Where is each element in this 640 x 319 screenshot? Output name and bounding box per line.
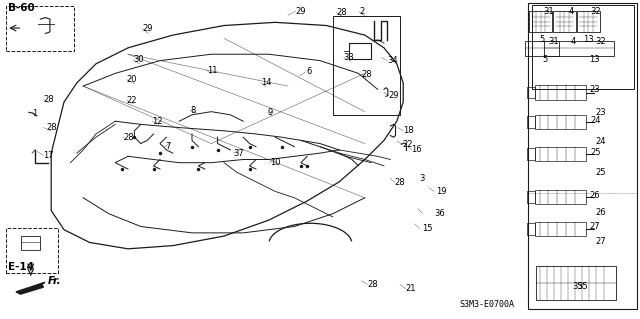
Text: 13: 13: [584, 35, 594, 44]
Bar: [528, 3, 637, 309]
Text: Fr.: Fr.: [48, 276, 61, 286]
Text: 24: 24: [595, 137, 605, 146]
Text: 28: 28: [367, 280, 378, 289]
Text: 13: 13: [589, 56, 600, 64]
Text: 28: 28: [124, 133, 134, 142]
Text: 4: 4: [568, 7, 573, 16]
Text: 28: 28: [337, 8, 348, 17]
Text: 28: 28: [44, 95, 54, 104]
Polygon shape: [16, 282, 45, 294]
Text: 31: 31: [548, 37, 559, 46]
Bar: [535, 222, 586, 236]
Bar: [535, 115, 586, 129]
Bar: [6, 6, 74, 51]
Text: 32: 32: [595, 37, 606, 46]
Bar: [553, 11, 576, 32]
Text: 15: 15: [422, 224, 433, 233]
Bar: [535, 147, 586, 161]
Text: 27: 27: [595, 237, 606, 246]
Text: S3M3-E0700A: S3M3-E0700A: [459, 300, 514, 309]
Text: 22: 22: [402, 140, 412, 149]
Text: 35: 35: [572, 282, 582, 291]
Text: 31: 31: [543, 7, 554, 16]
Bar: [535, 190, 586, 204]
Text: 8: 8: [190, 106, 195, 115]
Bar: [6, 228, 58, 273]
Text: 34: 34: [387, 56, 398, 65]
Text: 28: 28: [47, 123, 58, 132]
Text: 26: 26: [595, 208, 606, 217]
Bar: [525, 41, 559, 56]
Text: 17: 17: [44, 151, 54, 160]
Text: 25: 25: [595, 168, 605, 177]
Text: 28: 28: [395, 178, 406, 187]
Bar: [527, 87, 535, 98]
Text: 4: 4: [571, 37, 576, 46]
Text: 24: 24: [590, 116, 600, 125]
Bar: [532, 5, 634, 89]
Text: 9: 9: [268, 108, 273, 117]
Text: 29: 29: [388, 91, 399, 100]
Text: 11: 11: [207, 66, 217, 75]
Bar: [544, 41, 614, 56]
Text: 22: 22: [127, 96, 137, 105]
Text: 1: 1: [32, 109, 37, 118]
Text: 26: 26: [590, 191, 600, 200]
Text: 14: 14: [261, 78, 271, 87]
Text: 6: 6: [306, 67, 311, 76]
Bar: [535, 85, 586, 100]
Text: 23: 23: [590, 85, 600, 94]
Bar: [527, 191, 535, 203]
Bar: [536, 266, 616, 300]
Bar: [527, 116, 535, 128]
Bar: [21, 236, 40, 250]
Text: 29: 29: [296, 7, 306, 16]
Text: 33: 33: [344, 53, 355, 62]
Bar: [349, 43, 371, 59]
Text: 25: 25: [590, 148, 600, 157]
Text: 12: 12: [152, 117, 163, 126]
Text: 7: 7: [165, 142, 170, 151]
Text: 30: 30: [133, 56, 144, 64]
Bar: [527, 148, 535, 160]
Text: 23: 23: [595, 108, 606, 117]
Bar: [333, 16, 400, 115]
Text: 3: 3: [419, 174, 424, 182]
Text: 2: 2: [359, 7, 364, 16]
Text: 5: 5: [540, 35, 545, 44]
Bar: [527, 223, 535, 235]
Text: 36: 36: [434, 209, 445, 218]
Bar: [577, 11, 600, 32]
Text: 18: 18: [403, 126, 414, 135]
Text: 10: 10: [270, 158, 280, 167]
Text: 29: 29: [142, 24, 152, 33]
Text: 5: 5: [542, 56, 547, 64]
Text: E-14: E-14: [8, 262, 35, 272]
Text: 21: 21: [406, 284, 416, 293]
Text: 27: 27: [590, 222, 600, 231]
Text: 19: 19: [436, 187, 447, 196]
Text: 16: 16: [412, 145, 422, 154]
Text: 28: 28: [362, 70, 372, 78]
Text: B-60: B-60: [8, 3, 35, 13]
Text: 35: 35: [577, 282, 588, 291]
Text: 37: 37: [234, 149, 244, 158]
Text: 20: 20: [127, 75, 137, 84]
Bar: [529, 11, 552, 32]
Text: 32: 32: [590, 7, 600, 16]
